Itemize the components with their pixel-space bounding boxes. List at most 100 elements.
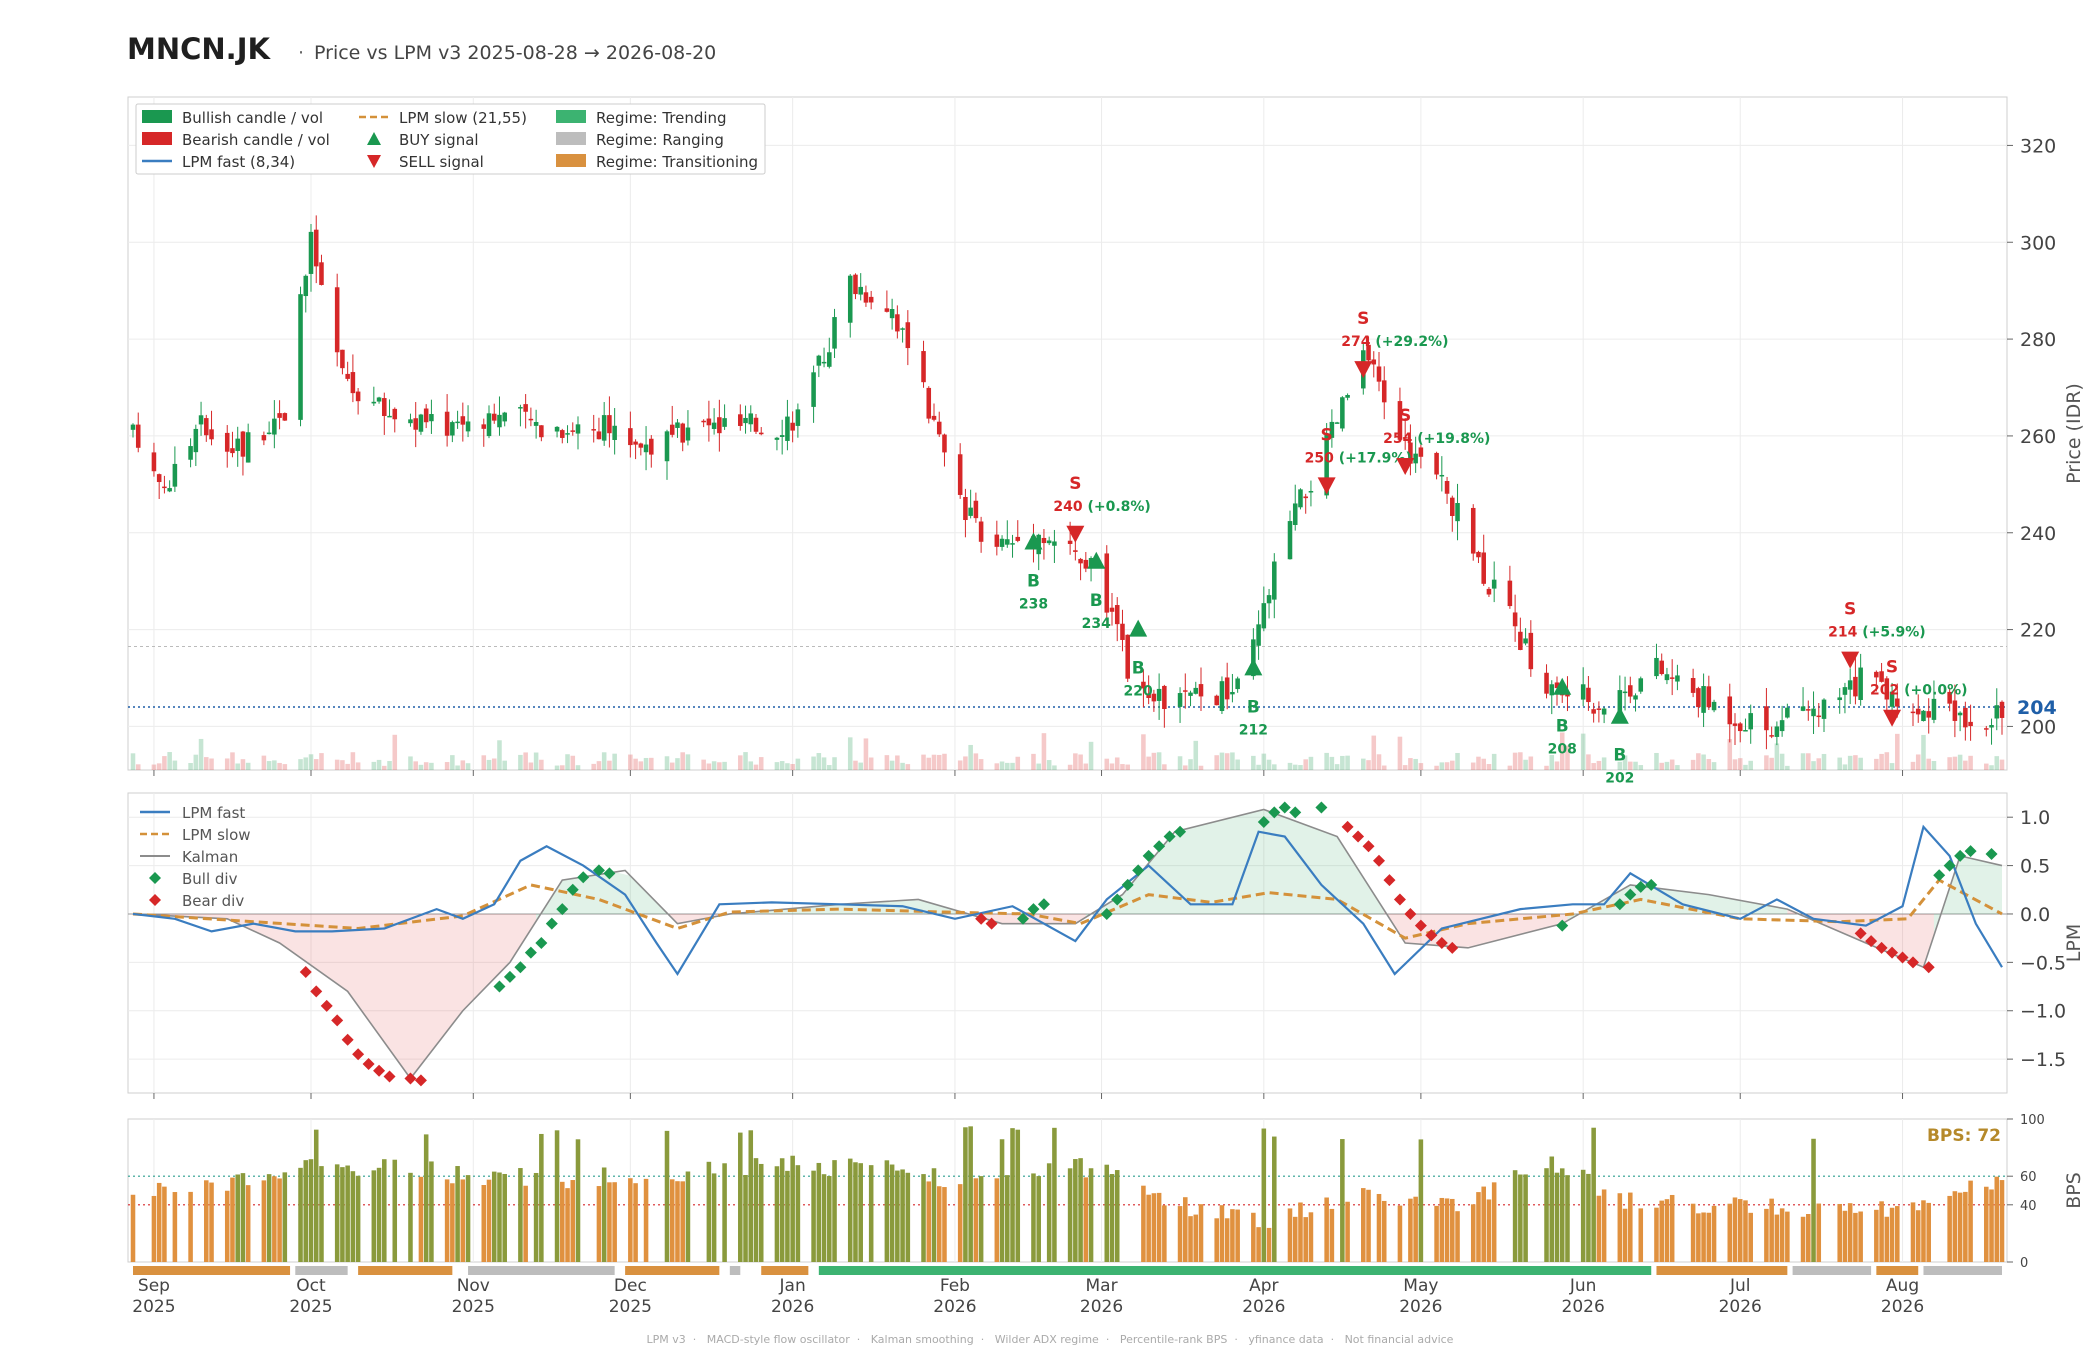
bearish-candle	[1083, 559, 1089, 569]
volume-bar	[1847, 755, 1853, 770]
bull-div-marker	[493, 980, 506, 993]
bearish-candle	[261, 435, 267, 441]
bps-bar	[858, 1163, 863, 1262]
volume-bar	[1146, 756, 1151, 770]
bps-bar	[1046, 1163, 1052, 1262]
legend-box	[135, 103, 766, 175]
volume-bar	[1340, 755, 1345, 770]
bps-bar	[1895, 1206, 1900, 1262]
lpm-slow-line	[132, 878, 2003, 940]
legend-swatch	[142, 110, 172, 123]
regime-band-ranging	[729, 1266, 741, 1275]
bearish-candle	[319, 262, 324, 285]
bps-bar	[1067, 1168, 1073, 1262]
volume-bar	[963, 756, 968, 770]
volume-bar	[167, 752, 172, 770]
bps-bar	[1345, 1201, 1350, 1262]
bearish-candle	[1968, 721, 1973, 727]
bearish-candle	[528, 418, 534, 421]
volume-bar	[1696, 753, 1701, 770]
legend-label: BUY signal	[399, 131, 479, 149]
bps-bar	[570, 1180, 576, 1262]
bearish-candle	[156, 474, 162, 483]
volume-bar	[1381, 765, 1387, 770]
bps-bar	[151, 1195, 157, 1262]
regime-band-ranging	[468, 1266, 615, 1275]
sell-signal-marker	[1883, 709, 1902, 727]
bullish-candle	[968, 507, 973, 516]
bps-bar	[753, 1158, 759, 1262]
volume-bar	[1664, 761, 1670, 770]
volume-bar	[1046, 760, 1052, 770]
volume-bar	[151, 764, 157, 770]
volume-bar	[1251, 755, 1256, 770]
buy-signal-price: 202	[1605, 771, 1634, 787]
bullish-candle	[450, 422, 455, 436]
volume-bar	[345, 763, 350, 770]
bearish-candle	[209, 429, 214, 440]
bps-bar	[1711, 1205, 1717, 1262]
bps-bar	[1114, 1170, 1120, 1262]
bps-bar	[774, 1166, 780, 1262]
volume-bar	[272, 760, 277, 770]
price-panel-frame	[127, 96, 2008, 771]
volume-bar	[863, 738, 869, 770]
y-axis-label: Price (IDR)	[2063, 383, 2085, 484]
bearish-candle	[340, 349, 345, 369]
bearish-candle	[1727, 696, 1733, 725]
bearish-candle	[1444, 481, 1450, 494]
bps-bar	[868, 1165, 874, 1262]
bear-div-marker	[1414, 919, 1427, 932]
volume-bar	[1544, 765, 1549, 770]
bullish-candle	[1994, 705, 2000, 719]
legend-swatch	[556, 132, 586, 145]
bullish-fill-area	[1567, 884, 1788, 921]
x-tick-month: Dec	[614, 1276, 647, 1296]
price-panel: 200 220 240 260 280 300 320 Price (IDR) 204 B 238 B…	[127, 96, 2085, 787]
volume-bar	[1067, 764, 1073, 770]
bearish-candle	[1764, 706, 1769, 731]
bps-bar	[1292, 1216, 1298, 1262]
volume-bar	[1559, 732, 1565, 770]
bull-div-marker	[1933, 869, 1946, 882]
bearish-candle	[1528, 632, 1534, 670]
volume-bar	[1690, 759, 1696, 770]
volume-bar	[1230, 752, 1235, 770]
volume-bar	[931, 754, 937, 770]
bps-bar	[811, 1170, 816, 1262]
bps-bar	[1193, 1214, 1199, 1262]
bps-bar	[1921, 1200, 1926, 1262]
bullish-candle	[743, 417, 748, 424]
volume-bar	[1910, 761, 1916, 770]
bps-bar	[1455, 1211, 1460, 1262]
volume-bar	[1083, 763, 1089, 770]
bearish-candle	[680, 423, 685, 443]
bps-bar	[340, 1167, 345, 1262]
bps-bar	[931, 1168, 937, 1262]
volume-bar	[1104, 758, 1110, 770]
volume-bar	[130, 753, 136, 770]
volume-bar	[1727, 739, 1733, 770]
volume-bar	[1408, 758, 1413, 770]
volume-bar	[1586, 754, 1591, 770]
buy-signal-marker	[1553, 677, 1572, 695]
bearish-candle	[994, 534, 1000, 547]
volume-bar	[675, 758, 680, 770]
sell-signal-label: S	[1886, 658, 1898, 678]
bullish-candle	[1617, 690, 1623, 714]
bear-div-marker	[1446, 941, 1459, 954]
volume-bar	[1591, 763, 1596, 770]
bps-bar	[895, 1170, 900, 1262]
bps-bar	[1874, 1209, 1879, 1262]
volume-bar	[1874, 758, 1879, 770]
lpm-fast-line	[132, 824, 2003, 977]
volume-bar	[942, 753, 947, 770]
bps-bar	[1109, 1174, 1115, 1262]
volume-bar	[680, 752, 685, 770]
bullish-candle	[664, 431, 670, 462]
volume-bar	[758, 757, 764, 770]
y-tick-label: −1.5	[2020, 1049, 2066, 1071]
bearish-candle	[1041, 537, 1047, 544]
volume-bar	[685, 754, 691, 770]
